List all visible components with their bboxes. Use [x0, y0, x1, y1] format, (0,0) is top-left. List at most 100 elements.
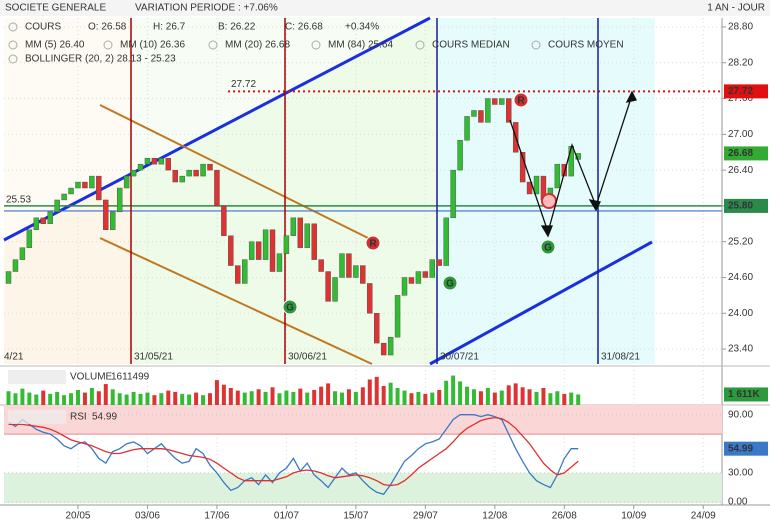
candle-body: [5, 271, 12, 284]
candle-body: [12, 259, 19, 272]
candle-body: [248, 241, 255, 260]
x-tick-label: 12/08: [482, 511, 507, 522]
candle-body: [221, 205, 227, 236]
signal-label: G: [286, 303, 294, 314]
oversold-zone: [4, 472, 722, 503]
y-tick-label: 90.00: [728, 409, 753, 420]
volume-bar: [69, 393, 74, 405]
candle-body: [214, 169, 220, 207]
volume-bar: [326, 383, 331, 405]
volume-bar: [346, 389, 351, 405]
volume-bar: [221, 384, 226, 405]
volume-bar: [110, 389, 115, 405]
legend-icon: [208, 40, 218, 50]
y-tick-label: 24.00: [728, 308, 753, 319]
volume-bar: [527, 389, 532, 405]
volume-bar: [339, 392, 344, 405]
volume-bar: [381, 386, 386, 405]
candle-body: [179, 175, 185, 183]
candle-body: [554, 163, 561, 189]
period-label: 31/08/21: [601, 352, 640, 363]
candle-body: [450, 169, 456, 219]
candle-body: [54, 199, 60, 213]
volume-bar: [27, 392, 32, 405]
signal-badge: [513, 92, 529, 108]
candle-body: [457, 140, 463, 171]
volume-bar: [117, 393, 122, 405]
volume-bar: [430, 392, 435, 405]
signal-label: R: [369, 239, 377, 250]
candle-body: [193, 169, 199, 177]
volume-bar: [388, 382, 393, 405]
candle-body: [394, 295, 401, 338]
rsi-title: RSI: [70, 412, 87, 423]
candle-body: [325, 271, 331, 302]
volume-bar: [194, 392, 199, 405]
price-tag: [724, 84, 768, 99]
volume-bar: [207, 393, 212, 405]
candle-body: [304, 223, 310, 248]
volume-bar: [395, 387, 400, 405]
candle-body: [151, 157, 158, 165]
volume-bar: [41, 390, 46, 405]
candle-body: [408, 277, 415, 284]
legend-icon: [103, 40, 113, 50]
candle-body: [89, 175, 95, 189]
volume-bar: [506, 385, 511, 405]
candle-body: [158, 157, 165, 165]
volume-bar: [180, 393, 185, 405]
volume-bar: [145, 392, 150, 405]
volume-bar: [55, 391, 60, 405]
price-tag-label: 25.80: [728, 201, 753, 212]
volume-value: 1611499: [111, 372, 150, 383]
x-tick-label: 24/09: [691, 511, 716, 522]
volume-bar: [374, 376, 379, 405]
header-variation: VARIATION PERIODE : +7.06%: [135, 3, 278, 14]
candle-body: [485, 98, 491, 123]
x-tick-label: 20/05: [65, 511, 90, 522]
volume-tag: [724, 387, 768, 402]
volume-bar: [82, 392, 87, 405]
candle-body: [144, 157, 151, 165]
candle-body: [207, 163, 213, 171]
volume-bar: [569, 392, 574, 405]
candle-body: [311, 223, 317, 260]
arrow-head: [540, 225, 553, 238]
volume-bar: [48, 393, 53, 405]
candle-body: [68, 187, 74, 195]
volume-bar: [201, 395, 206, 405]
x-tick-label: 01/07: [274, 511, 299, 522]
period-label: 31/05/21: [134, 352, 173, 363]
arrows: [509, 90, 637, 238]
period-label: 30/07/21: [440, 352, 479, 363]
candle-body: [172, 169, 178, 183]
signal-badge: [365, 235, 381, 251]
projection-arrow: [509, 94, 633, 235]
volume-bar: [333, 391, 338, 405]
candle-body: [506, 98, 512, 123]
volume-bar: [103, 384, 108, 405]
volume-bar: [166, 390, 171, 405]
volume-bar: [471, 389, 476, 405]
volume-bar: [444, 380, 449, 405]
candle-body: [123, 175, 130, 189]
volume-bar: [159, 393, 164, 405]
candle-body: [33, 217, 40, 230]
legend-item: MM (10) 26.36: [120, 40, 185, 51]
candle-body: [339, 253, 345, 278]
legend-item: C: 26.68: [285, 22, 323, 33]
y-tick-label: 26.40: [728, 165, 753, 176]
signal-badge: [442, 275, 458, 291]
volume-tag-label: 1 611K: [728, 389, 760, 400]
candle-body: [165, 157, 172, 171]
volume-bar: [235, 390, 240, 405]
signal-badge: [282, 299, 298, 315]
candle-body: [526, 181, 533, 195]
y-tick-label: 27.60: [728, 93, 753, 104]
volume-bar: [75, 389, 80, 405]
volume-bar: [312, 389, 317, 405]
volume-bar: [131, 391, 136, 405]
y-tick-label: 28.80: [728, 22, 753, 33]
candle-body: [332, 277, 338, 302]
candle-body: [471, 110, 477, 117]
